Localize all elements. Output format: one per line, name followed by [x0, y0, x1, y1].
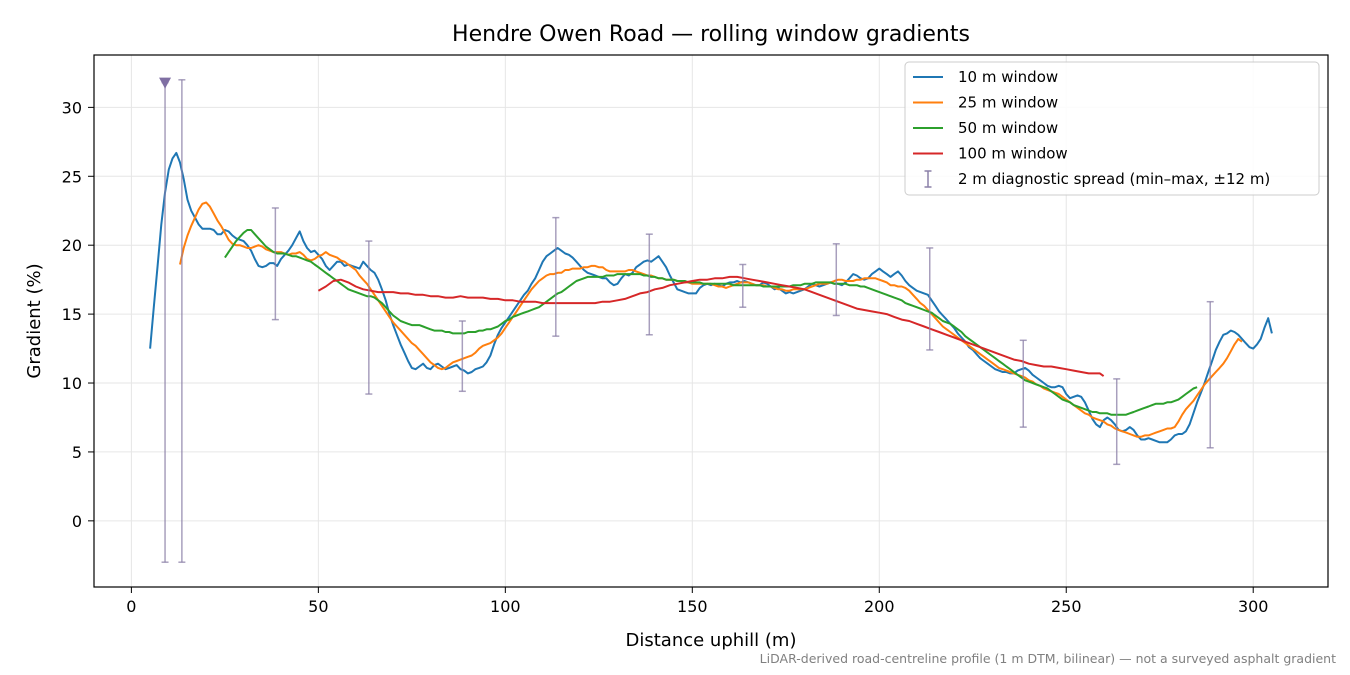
legend-box	[904, 61, 1320, 196]
x-tick-label: 250	[1051, 597, 1082, 616]
x-tick-label: 0	[126, 597, 136, 616]
plot-frame	[93, 54, 1329, 588]
y-tick-label: 30	[62, 98, 82, 117]
x-axis-label: Distance uphill (m)	[626, 630, 797, 651]
legend-entry: 25 m window	[913, 94, 1058, 112]
errorbar	[832, 243, 840, 317]
errorbar	[926, 247, 934, 351]
x-tick-label: 100	[490, 597, 521, 616]
diagnostic-errorbars	[159, 77, 1214, 563]
y-tick-label: 25	[62, 167, 82, 186]
errorbar	[1113, 378, 1121, 466]
gridlines	[94, 55, 1328, 587]
legend-entry: 10 m window	[913, 68, 1058, 86]
x-tick-label: 300	[1238, 597, 1269, 616]
errorbar	[365, 240, 373, 395]
y-tick-label: 0	[72, 512, 82, 531]
series-lines	[149, 151, 1273, 444]
y-tick-label: 5	[72, 443, 82, 462]
legend-label: 25 m window	[958, 94, 1058, 112]
legend-label: 10 m window	[958, 68, 1058, 86]
x-tick-label: 150	[677, 597, 708, 616]
legend: 10 m window 25 m window 50 m window 100 m w…	[904, 61, 1320, 196]
errorbar	[645, 233, 653, 336]
axis-ticks: 0 50 100 150 200 250 300 0 5 10 15 20 25 30	[62, 98, 1269, 616]
legend-label: 50 m window	[958, 119, 1058, 137]
y-tick-label: 10	[62, 374, 82, 393]
legend-entry: 100 m window	[913, 145, 1068, 163]
legend-label: 100 m window	[958, 145, 1068, 163]
series-line-1	[149, 151, 1273, 444]
errorbar	[458, 320, 466, 393]
errorbar	[1019, 339, 1027, 428]
x-tick-label: 200	[864, 597, 895, 616]
x-tick-label: 50	[308, 597, 328, 616]
errorbar	[178, 79, 186, 563]
y-tick-label: 20	[62, 236, 82, 255]
legend-entry: 2 m diagnostic spread (min–max, ±12 m)	[924, 170, 1270, 188]
series-line-3	[224, 229, 1198, 416]
legend-label: 2 m diagnostic spread (min–max, ±12 m)	[958, 170, 1270, 188]
chart-title: Hendre Owen Road — rolling window gradie…	[452, 22, 970, 47]
footnote: LiDAR-derived road-centreline profile (1…	[759, 651, 1336, 666]
series-line-4	[317, 275, 1105, 377]
errorbar	[271, 207, 279, 321]
errorbar	[739, 263, 747, 308]
legend-entry: 50 m window	[913, 119, 1058, 137]
clipped-value-marker	[159, 77, 172, 89]
errorbar	[159, 77, 172, 563]
y-axis-label: Gradient (%)	[24, 263, 45, 378]
errorbar	[552, 216, 560, 337]
y-tick-label: 15	[62, 305, 82, 324]
errorbar	[1206, 300, 1214, 449]
